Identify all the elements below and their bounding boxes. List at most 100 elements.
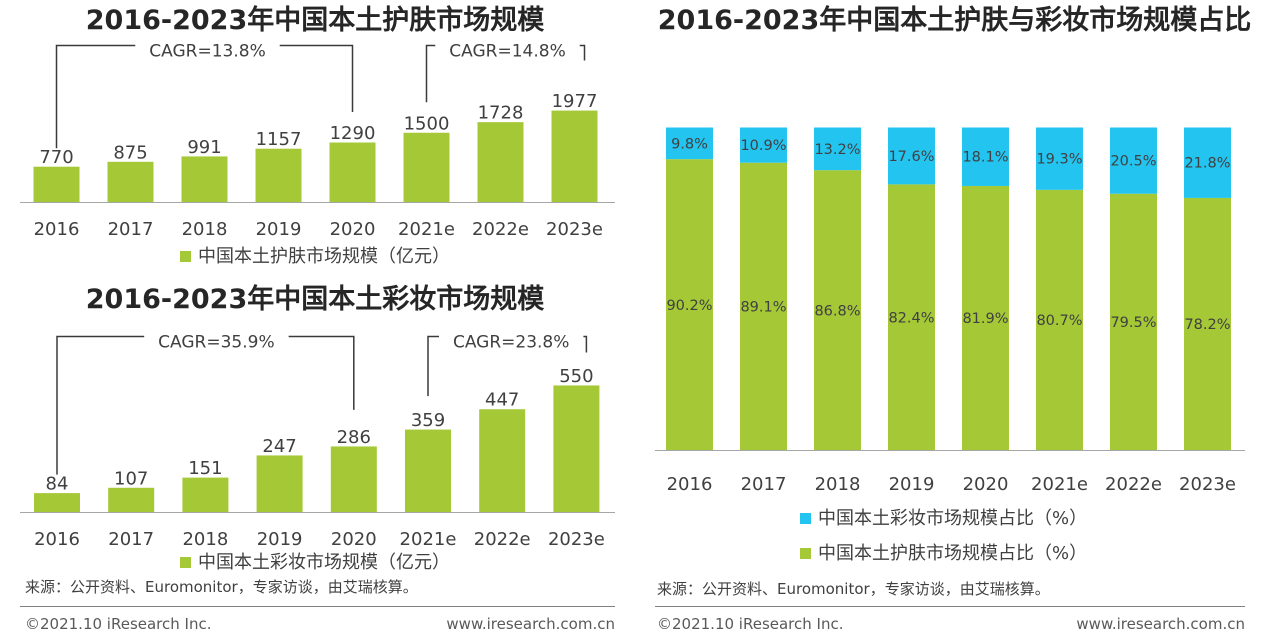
makeup-bar-2019 xyxy=(256,455,303,513)
website-link[interactable]: www.iresearch.com.cn xyxy=(446,615,615,633)
share-label-makeup-2017: 10.9% xyxy=(740,138,786,154)
share-bar-skincare-2019 xyxy=(888,184,935,451)
share-label-skincare-2020: 81.9% xyxy=(962,311,1008,327)
share-bar-skincare-2022e xyxy=(1110,193,1157,451)
share-x-tick-2023e: 2023e xyxy=(1179,474,1236,495)
skincare-value-label-2019: 1157 xyxy=(256,129,302,150)
makeup-value-label-2016: 84 xyxy=(46,474,69,495)
share-bar-makeup-2022e xyxy=(1110,127,1157,194)
copyright: ©2021.10 iResearch Inc. xyxy=(657,615,844,633)
skincare-bar-2022e xyxy=(477,122,524,203)
makeup-x-tick-2017: 2017 xyxy=(108,529,154,550)
share-bar-makeup-2020 xyxy=(962,127,1009,186)
share-bar-skincare-2016 xyxy=(666,159,713,451)
share-label-makeup-2022e: 20.5% xyxy=(1110,154,1156,170)
share-legend-skincare: 中国本土护肤市场规模占比（%） xyxy=(800,543,1087,565)
skincare-cagr-bracket-2-left xyxy=(425,44,436,103)
legend-label-makeup-share: 中国本土彩妆市场规模占比（%） xyxy=(818,508,1088,529)
makeup-value-label-2018: 151 xyxy=(188,458,222,479)
makeup-market-size-chart: 84 2016 107 2017 151 2018 247 2019 286 2020 359 202… xyxy=(20,333,615,550)
share-bar-skincare-2021e xyxy=(1036,189,1083,451)
skincare-chart-title: 2016-2023年中国本土护肤市场规模 xyxy=(85,5,545,36)
makeup-value-label-2017: 107 xyxy=(114,468,148,489)
share-x-tick-2019: 2019 xyxy=(889,474,935,495)
website-link[interactable]: www.iresearch.com.cn xyxy=(1076,615,1245,633)
skincare-x-tick-2021e: 2021e xyxy=(398,219,455,240)
legend-swatch-skincare xyxy=(180,250,191,262)
share-bar-makeup-2023e xyxy=(1184,127,1231,198)
legend-swatch-makeup xyxy=(180,556,191,568)
makeup-x-tick-2023e: 2023e xyxy=(548,529,605,550)
share-bar-makeup-2019 xyxy=(888,127,935,185)
source-note: 来源：公开资料、Euromonitor，专家访谈，由艾瑞核算。 xyxy=(25,578,418,596)
skincare-x-tick-2016: 2016 xyxy=(34,219,80,240)
makeup-x-tick-2018: 2018 xyxy=(182,529,228,550)
share-bar-skincare-2020 xyxy=(962,185,1009,451)
skincare-bar-2023e xyxy=(551,110,598,203)
skincare-x-tick-2023e: 2023e xyxy=(546,219,603,240)
makeup-chart-title: 2016-2023年中国本土彩妆市场规模 xyxy=(85,284,545,315)
makeup-chart-legend: 中国本土彩妆市场规模（亿元） xyxy=(0,552,630,574)
share-label-skincare-2022e: 79.5% xyxy=(1110,315,1156,331)
share-bar-makeup-2021e xyxy=(1036,127,1083,190)
skincare-x-tick-2018: 2018 xyxy=(182,219,228,240)
footer-divider xyxy=(20,606,615,607)
skincare-value-label-2023e: 1977 xyxy=(552,91,598,112)
share-label-skincare-2019: 82.4% xyxy=(888,310,934,326)
skincare-cagr-bracket-1-left xyxy=(55,44,136,149)
makeup-x-tick-2016: 2016 xyxy=(34,529,80,550)
makeup-x-tick-2020: 2020 xyxy=(331,529,377,550)
makeup-x-tick-2021e: 2021e xyxy=(400,529,457,550)
makeup-value-label-2019: 247 xyxy=(262,436,296,457)
share-x-tick-2018: 2018 xyxy=(815,474,861,495)
skincare-cagr-bracket-2-right xyxy=(579,44,586,61)
right-panel: 2016-2023年中国本土护肤与彩妆市场规模占比 中国本土彩妆市场规模占比（%… xyxy=(640,0,1269,641)
share-label-makeup-2020: 18.1% xyxy=(962,150,1008,166)
share-label-skincare-2016: 90.2% xyxy=(666,298,712,314)
share-label-skincare-2023e: 78.2% xyxy=(1184,317,1230,333)
skincare-x-tick-2017: 2017 xyxy=(108,219,154,240)
makeup-cagr-label-2: CAGR=23.8% xyxy=(453,333,569,353)
share-label-makeup-2023e: 21.8% xyxy=(1184,156,1230,172)
skincare-value-label-2022e: 1728 xyxy=(478,103,524,124)
makeup-cagr-bracket-2-right xyxy=(583,335,588,353)
legend-swatch-makeup-share xyxy=(800,512,811,524)
skincare-value-label-2018: 991 xyxy=(187,137,221,158)
skincare-value-label-2017: 875 xyxy=(113,142,147,163)
makeup-value-label-2021e: 359 xyxy=(411,410,445,431)
legend-swatch-skincare-share xyxy=(800,547,811,559)
skincare-value-label-2021e: 1500 xyxy=(404,113,450,134)
skincare-value-label-2016: 770 xyxy=(39,147,73,168)
share-label-makeup-2019: 17.6% xyxy=(888,149,934,165)
share-bar-skincare-2017 xyxy=(740,162,787,451)
legend-label-skincare: 中国本土护肤市场规模（亿元） xyxy=(198,246,450,267)
skincare-cagr-label-1: CAGR=13.8% xyxy=(149,42,265,62)
skincare-x-tick-2019: 2019 xyxy=(256,219,302,240)
share-label-skincare-2021e: 80.7% xyxy=(1036,313,1082,329)
makeup-cagr-bracket-2-left xyxy=(427,335,439,397)
makeup-value-label-2022e: 447 xyxy=(485,390,519,411)
makeup-bar-2023e xyxy=(553,385,600,513)
legend-label-skincare-share: 中国本土护肤市场规模占比（%） xyxy=(818,543,1088,564)
skincare-chart-legend: 中国本土护肤市场规模（亿元） xyxy=(0,246,630,268)
skincare-value-label-2020: 1290 xyxy=(330,123,376,144)
market-share-chart: 9.8% 90.2% 2016 10.9% 89.1% 2017 13.2% 86.8% 201… xyxy=(655,127,1245,495)
makeup-value-label-2023e: 550 xyxy=(559,366,593,387)
share-label-makeup-2016: 9.8% xyxy=(671,136,708,152)
share-bar-makeup-2017 xyxy=(740,127,787,163)
share-bar-skincare-2018 xyxy=(814,170,861,451)
skincare-x-tick-2022e: 2022e xyxy=(472,219,529,240)
share-x-tick-2016: 2016 xyxy=(667,474,713,495)
makeup-x-tick-2019: 2019 xyxy=(257,529,303,550)
share-bar-makeup-2016 xyxy=(666,127,713,160)
skincare-bar-2021e xyxy=(403,132,450,203)
makeup-cagr-bracket-1-right xyxy=(288,335,355,410)
left-panel: 2016-2023年中国本土护肤市场规模 中国本土护肤市场规模（亿元） 2016… xyxy=(0,0,630,641)
makeup-cagr-label-1: CAGR=35.9% xyxy=(158,333,274,353)
share-bar-makeup-2018 xyxy=(814,127,861,171)
skincare-cagr-label-2: CAGR=14.8% xyxy=(449,42,565,62)
share-legend-makeup: 中国本土彩妆市场规模占比（%） xyxy=(800,508,1087,530)
source-note: 来源：公开资料、Euromonitor，专家访谈，由艾瑞核算。 xyxy=(657,580,1050,598)
copyright: ©2021.10 iResearch Inc. xyxy=(25,615,212,633)
